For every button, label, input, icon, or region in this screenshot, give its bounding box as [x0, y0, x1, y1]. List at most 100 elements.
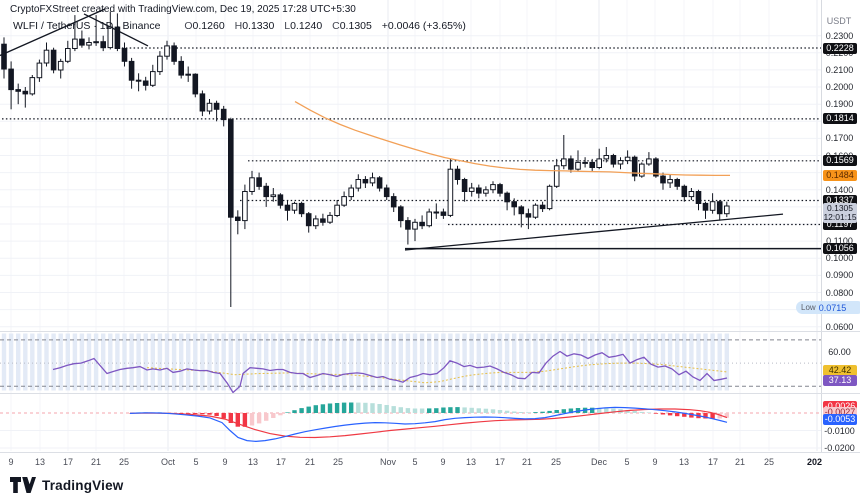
candle: [468, 182, 475, 197]
candle: [192, 73, 199, 98]
macd-histogram-bar: [363, 402, 368, 413]
macd-pane[interactable]: [0, 402, 821, 449]
macd-histogram-bar: [313, 405, 318, 413]
time-tick: 9: [222, 457, 228, 467]
symbol-title[interactable]: WLFI / TetherUS · 1D · Binance: [13, 20, 161, 32]
tradingview-logo[interactable]: TradingView: [10, 477, 123, 493]
macd-histogram-bar: [398, 407, 403, 413]
price-tick: 0.1400: [825, 184, 854, 195]
price-level-badge: 0.1197: [823, 219, 857, 230]
macd-histogram-bar: [497, 410, 503, 413]
macd-histogram-bar: [235, 413, 240, 427]
candle: [327, 212, 333, 224]
candle: [483, 186, 489, 197]
candle: [539, 201, 546, 212]
macd-histogram-bar: [476, 408, 481, 413]
macd-histogram-bar: [292, 410, 297, 413]
chart-canvas[interactable]: [0, 0, 822, 452]
macd-histogram-bar: [590, 407, 595, 413]
macd-histogram-bar: [519, 412, 524, 413]
time-tick: 21: [521, 457, 533, 467]
candle: [568, 155, 574, 173]
candle: [57, 58, 64, 79]
candle: [135, 73, 142, 92]
macd-histogram-bar: [547, 410, 552, 413]
candle: [398, 205, 404, 228]
candle: [447, 158, 454, 218]
last-price-countdown-badge: 0.1305 12:01:15: [823, 203, 857, 223]
rsi-pane[interactable]: [0, 333, 821, 393]
session-low-label: Low 0.0715: [796, 301, 860, 314]
macd-histogram-bar: [264, 413, 269, 421]
macd-histogram-bar: [179, 413, 184, 414]
candle: [412, 218, 418, 242]
candle: [22, 87, 29, 108]
time-tick: 13: [465, 457, 477, 467]
time-axis[interactable]: 9 13 17 21 25 Oct 5 9 13 17 21 25 Nov 5 9 13 17 21 25 Dec 5 9…: [0, 452, 822, 472]
price-level-badge: 0.1814: [823, 113, 857, 125]
macd-histogram-bar: [462, 407, 467, 413]
macd-histogram-bar: [377, 404, 382, 413]
high-value: 0.1330: [242, 20, 275, 32]
watermark-text: CryptoFXStreet created with TradingView.…: [10, 4, 356, 15]
tradingview-brand-text: TradingView: [42, 477, 124, 493]
macd-histogram-bar: [540, 411, 545, 413]
candle: [228, 117, 234, 307]
candle: [199, 90, 206, 117]
price-tick: 0.1100: [826, 236, 853, 247]
candle: [50, 47, 57, 74]
macd-histogram-bar: [306, 406, 311, 413]
candle: [383, 184, 390, 200]
candle: [305, 212, 312, 233]
candle: [121, 42, 128, 67]
candle: [298, 201, 305, 218]
macd-histogram-bar: [448, 407, 453, 413]
macd-histogram-bar: [214, 413, 219, 416]
price-pane[interactable]: [0, 8, 821, 328]
macd-histogram-bar: [391, 406, 396, 413]
candle: [476, 184, 482, 199]
candle: [461, 177, 468, 202]
candle: [284, 200, 291, 221]
candle: [440, 208, 447, 219]
candle: [426, 208, 432, 228]
candle: [511, 198, 517, 216]
macd-histogram-bar: [483, 408, 489, 413]
macd-histogram-bar: [193, 413, 198, 414]
candle: [256, 172, 262, 190]
ohlc-readout: O0.1260 H0.1330 L0.1240 C0.1305 +0.0046 …: [177, 20, 465, 32]
time-tick-month: Nov: [379, 457, 397, 467]
candle: [617, 157, 624, 170]
pane-separator-rsi[interactable]: [0, 331, 860, 332]
price-level-badge: 0.2228: [823, 42, 857, 54]
candle: [653, 157, 659, 178]
low-label: L: [284, 20, 291, 32]
time-tick: 9: [652, 457, 658, 467]
candle: [433, 203, 440, 219]
pane-separator-macd[interactable]: [0, 393, 860, 394]
macd-histogram-bar: [341, 402, 347, 413]
price-axis[interactable]: USDT 0.23000.22000.21000.20000.19000.170…: [796, 0, 860, 453]
candle: [561, 135, 567, 170]
candle: [249, 170, 255, 195]
candle: [660, 172, 666, 190]
candle: [107, 11, 114, 50]
candle: [553, 158, 560, 188]
price-level-badge: 0.1337: [823, 195, 857, 206]
macd-tick: -0.0100: [824, 425, 855, 436]
candle: [142, 76, 149, 91]
candle: [79, 30, 85, 48]
macd-histogram-bar: [653, 413, 659, 414]
macd-histogram-bar: [228, 413, 233, 423]
time-tick: 21: [90, 457, 102, 467]
macd-histogram-bar: [221, 413, 226, 419]
macd-histogram-bar: [597, 407, 602, 413]
macd-histogram-bar: [682, 413, 687, 417]
macd-value-badge: -0.0026: [823, 400, 857, 412]
macd-histogram-bar: [689, 413, 694, 418]
candle: [724, 201, 730, 218]
time-tick: 21: [304, 457, 316, 467]
macd-histogram-bar: [533, 412, 538, 413]
price-tick: 0.1900: [825, 99, 854, 110]
macd-histogram-bar: [646, 412, 652, 413]
